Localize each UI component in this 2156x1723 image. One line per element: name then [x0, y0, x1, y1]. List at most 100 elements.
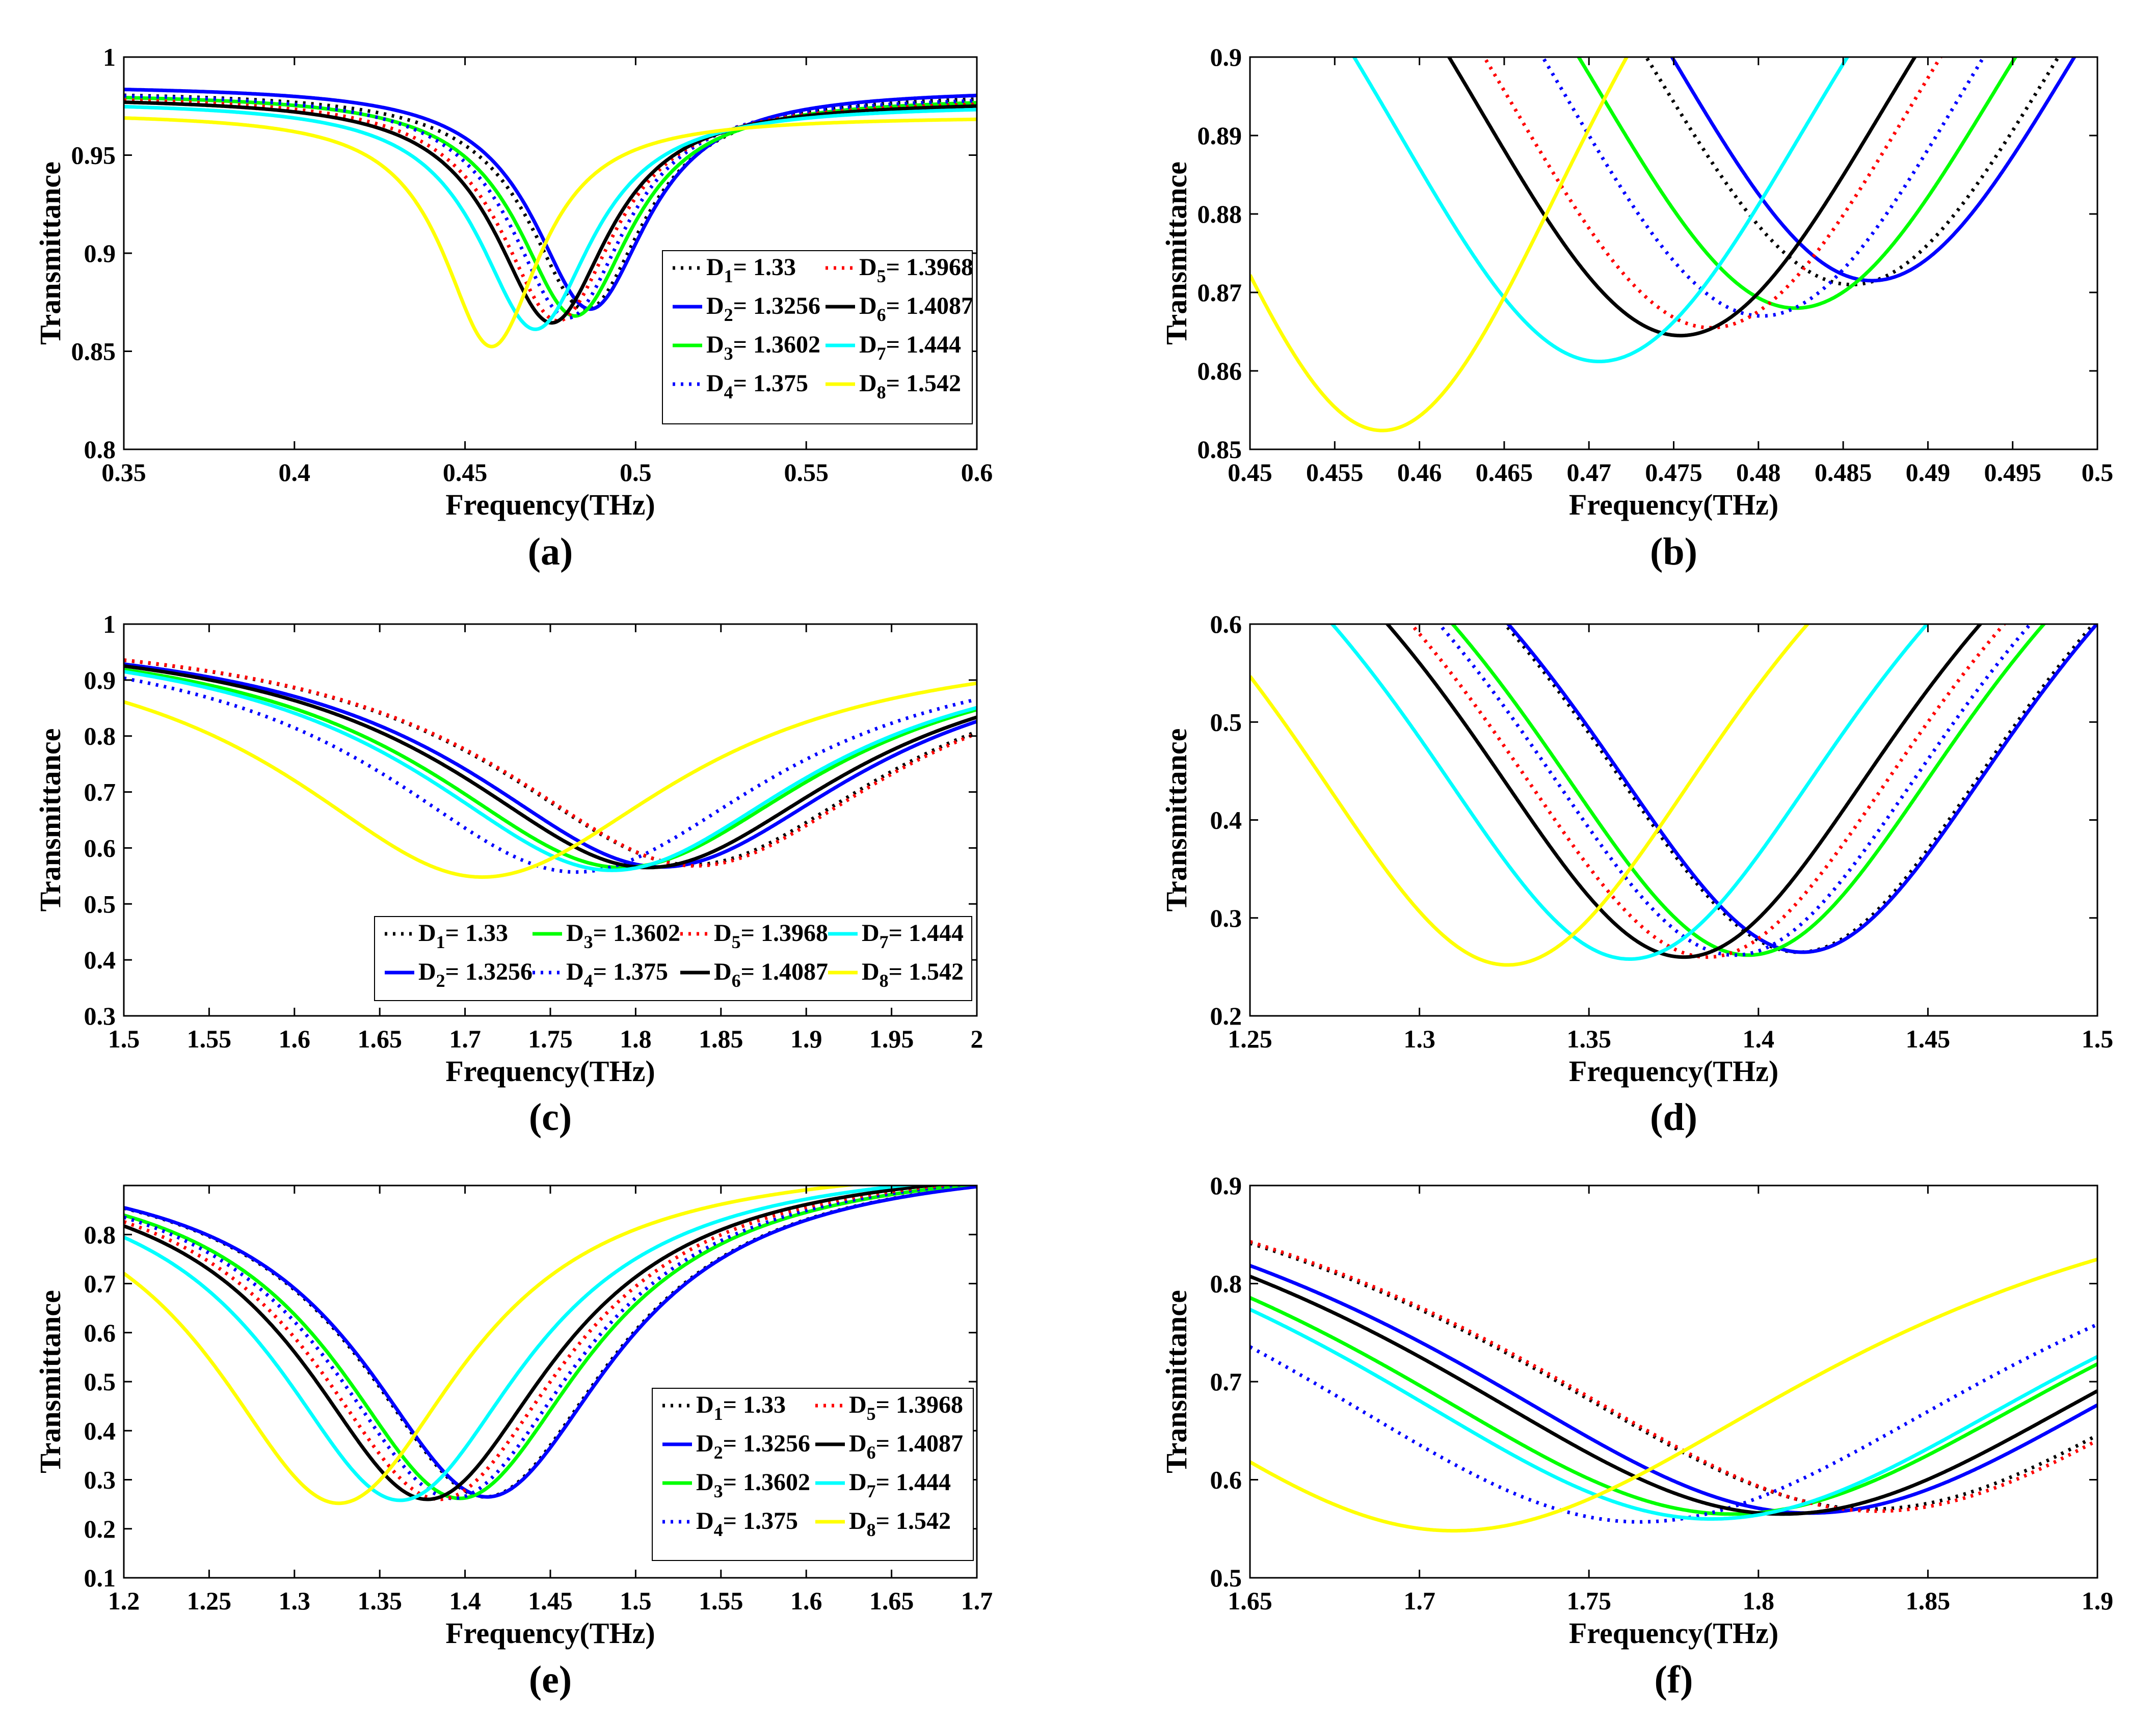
y-axis-label: Transmittance — [34, 729, 67, 912]
series-line-d1 — [124, 93, 977, 312]
x-tick-label: 1.9 — [2082, 1586, 2114, 1615]
legend-label: D7= 1.444 — [862, 920, 964, 952]
panel-label: (d) — [1650, 1096, 1697, 1139]
x-tick-label: 0.495 — [1984, 458, 2041, 487]
y-tick-label: 0.1 — [84, 1564, 116, 1592]
series-line-d6 — [1385, 624, 1983, 959]
x-tick-label: 1.35 — [357, 1586, 402, 1615]
x-tick-label: 0.55 — [784, 458, 829, 487]
y-tick-label: 0.9 — [84, 666, 116, 694]
y-tick-label: 0.6 — [1210, 1466, 1242, 1494]
x-axis-label: Frequency(THz) — [445, 1055, 655, 1088]
x-tick-label: 0.475 — [1645, 458, 1702, 487]
series-line-d7 — [124, 669, 977, 872]
y-tick-label: 0.88 — [1197, 200, 1242, 228]
series-line-d3 — [1250, 1296, 2097, 1516]
legend-label: D3= 1.3602 — [706, 331, 820, 364]
legend-item-d2: D2= 1.3256 — [662, 1430, 810, 1463]
series-line-d3 — [1576, 57, 2018, 310]
legend-item-d2: D2= 1.3256 — [385, 958, 533, 991]
x-tick-label: 1.65 — [869, 1586, 914, 1615]
y-tick-label: 0.5 — [84, 890, 116, 918]
axes-frame — [1249, 56, 2098, 450]
x-tick-label: 1.9 — [790, 1025, 822, 1053]
y-tick-label: 0.3 — [84, 1466, 116, 1494]
y-axis-label: Transmittance — [1160, 729, 1193, 912]
legend-label: D8= 1.542 — [859, 370, 961, 402]
legend-label: D4= 1.375 — [696, 1507, 798, 1540]
series-line-d2 — [124, 1186, 977, 1499]
x-tick-label: 0.46 — [1397, 458, 1442, 487]
y-axis-label: Transmittance — [1160, 1290, 1193, 1473]
legend-label: D7= 1.444 — [849, 1469, 951, 1501]
x-tick-label: 0.4 — [279, 458, 311, 487]
x-tick-label: 1.85 — [699, 1025, 743, 1053]
series-line-d7 — [124, 104, 977, 331]
legend-item-d7: D7= 1.444 — [826, 331, 961, 364]
x-tick-label: 1.4 — [1743, 1025, 1775, 1053]
legend-item-d8: D8= 1.542 — [828, 958, 964, 991]
x-tick-label: 1.5 — [108, 1025, 140, 1053]
legend-label: D2= 1.3256 — [706, 292, 820, 325]
legend-label: D6= 1.4087 — [849, 1430, 963, 1463]
legend-label: D3= 1.3602 — [566, 920, 680, 952]
x-tick-label: 1.65 — [357, 1025, 402, 1053]
series-line-d4 — [1250, 1323, 2097, 1524]
x-tick-label: 1.55 — [187, 1025, 232, 1053]
x-tick-label: 0.485 — [1815, 458, 1872, 487]
series-line-d5 — [1250, 1240, 2097, 1513]
series-line-d4 — [124, 676, 977, 874]
legend-item-d4: D4= 1.375 — [662, 1507, 798, 1540]
series-line-d2 — [1669, 57, 2077, 283]
y-tick-label: 0.9 — [1210, 43, 1242, 71]
y-tick-label: 0.6 — [84, 833, 116, 862]
x-tick-label: 1.75 — [1566, 1586, 1611, 1615]
x-tick-label: 0.5 — [620, 458, 652, 487]
legend-box — [374, 916, 972, 1001]
legend-label: D4= 1.375 — [706, 370, 808, 402]
series-line-d2 — [1506, 624, 2097, 954]
series-line-d2 — [1250, 1263, 2097, 1515]
panel-label: (c) — [529, 1096, 572, 1139]
x-tick-label: 0.47 — [1566, 458, 1611, 487]
series-line-d7 — [1250, 1308, 2097, 1521]
x-tick-label: 1.8 — [620, 1025, 652, 1053]
legend-item-d6: D6= 1.4087 — [815, 1430, 963, 1463]
legend-label: D2= 1.3256 — [418, 958, 533, 991]
y-axis-label: Transmittance — [1160, 161, 1193, 345]
legend-label: D8= 1.542 — [849, 1507, 951, 1540]
x-axis-label: Frequency(THz) — [445, 488, 655, 521]
chart-panel-a: 0.35 0.4 0.45 0.5 0.55 0.6 0.8 0.85 0.9 0.95 1 Freq… — [34, 43, 993, 573]
chart-panel-f: 1.65 1.7 1.75 1.8 1.85 1.9 0.5 0.6 0.7 0.8 0.9 Freq… — [1160, 1171, 2113, 1701]
x-tick-label: 1.7 — [961, 1586, 993, 1615]
legend-item-d4: D4= 1.375 — [533, 958, 668, 991]
series-line-d5 — [1482, 57, 1943, 330]
y-tick-label: 1 — [103, 43, 116, 71]
series-line-d6 — [124, 664, 977, 870]
x-tick-label: 1.7 — [1403, 1586, 1435, 1615]
legend-item-d6: D6= 1.4087 — [680, 958, 828, 991]
x-tick-label: 1.35 — [1566, 1025, 1611, 1053]
series-line-d1 — [1644, 57, 2061, 287]
series-line-d3 — [124, 1186, 977, 1500]
series-line-d6 — [124, 1186, 947, 1501]
series-line-d2 — [124, 88, 977, 311]
series-line-d8 — [124, 116, 977, 348]
series-line-d3 — [1450, 624, 2046, 957]
series-group — [124, 1186, 977, 1505]
series-line-d7 — [1329, 624, 1930, 961]
legend: D1= 1.33 D5= 1.3968 D2= 1.3256 D6= 1.4087 D3… — [652, 1388, 974, 1561]
legend-label: D5= 1.3968 — [859, 254, 973, 286]
x-tick-label: 1.6 — [279, 1025, 311, 1053]
x-tick-label: 1.75 — [528, 1025, 573, 1053]
x-tick-label: 1.85 — [1906, 1586, 1951, 1615]
y-tick-label: 0.87 — [1197, 278, 1242, 307]
legend-item-d8: D8= 1.542 — [826, 370, 961, 402]
x-tick-label: 1.6 — [790, 1586, 822, 1615]
series-line-d6 — [1447, 57, 1917, 338]
series-line-d6 — [1250, 1275, 2097, 1516]
legend-item-d1: D1= 1.33 — [385, 920, 508, 952]
x-tick-label: 0.45 — [443, 458, 488, 487]
x-axis-label: Frequency(THz) — [1569, 488, 1778, 521]
legend-label: D5= 1.3968 — [849, 1391, 963, 1424]
